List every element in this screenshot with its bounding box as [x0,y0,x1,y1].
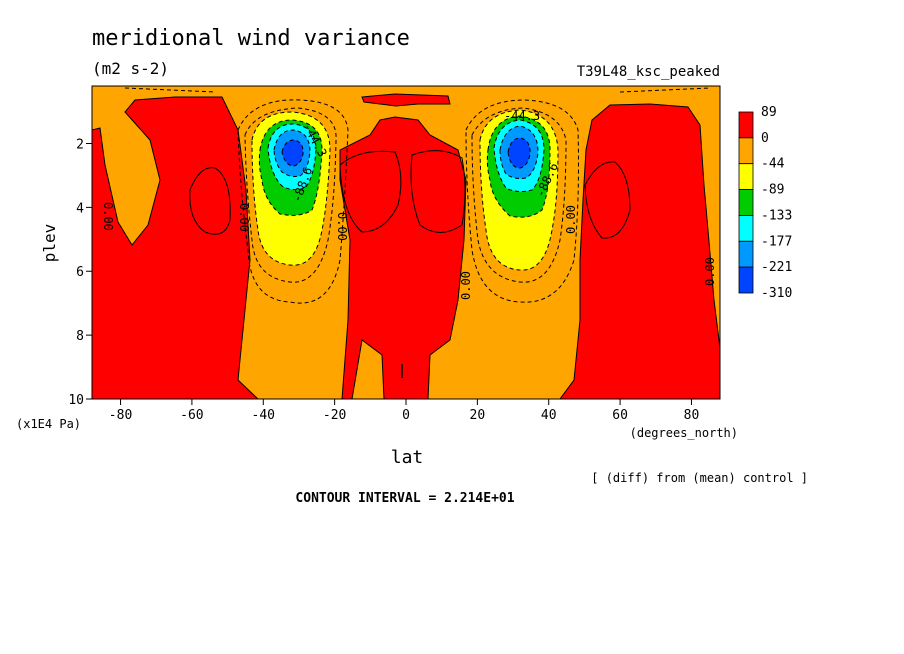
colorbar-label-2: -44 [761,157,785,172]
colorbar-swatch-4 [738,215,754,242]
colorbar-label-3: -89 [761,183,784,198]
colorbar-label-5: -177 [761,234,792,249]
y-axis-units: (x1E4 Pa) [16,417,81,431]
colorbar-label-0: 89 [761,105,777,120]
dark-blue-region-west [281,139,304,167]
contour-label-center-east: 0.00 [459,271,473,300]
dashed-strip-top-west [124,87,216,93]
x-tick-label-3: -20 [323,408,346,423]
chart-title: meridional wind variance [92,26,410,51]
dashed-contour-west-mid [244,107,337,283]
colorbar-swatch-5 [738,240,754,268]
dark-blue-region-east [507,137,531,169]
plot-area: 0.00 0.00 0.00 0.00 0.00 0.00 -44.3 -44.… [92,86,720,399]
colorbar-label-6: -221 [761,260,792,275]
colorbar: 89 0 -44 -89 -133 -177 -221 -310 [738,105,792,301]
inner-contour-center-right [410,150,466,233]
diff-note: [ (diff) from (mean) control ] [591,471,808,485]
colorbar-label-4: -133 [761,208,792,223]
dashed-contour-east-mid [471,107,567,283]
positive-strip-top [361,93,451,107]
x-tick-label-1: -60 [180,408,203,423]
colorbar-label-7: -310 [761,286,792,301]
x-axis: -80 -60 -40 -20 0 20 40 60 80 [109,399,699,423]
colorbar-swatch-6 [738,266,754,294]
y-tick-label-2: 6 [76,265,84,280]
experiment-label: T39L48_ksc_peaked [577,64,720,80]
contour-label-east-44: -44.3 [504,109,540,123]
y-tick-label-4: 10 [68,393,84,408]
contour-label-east-inner: 0.00 [564,205,578,234]
contour-label-west-inner: 0.00 [237,203,251,232]
inner-contour-east [584,161,631,239]
colorbar-label-1: 0 [761,131,769,146]
contour-label-west-edge: 0.00 [101,202,115,231]
x-tick-label-7: 60 [612,408,628,423]
x-tick-label-8: 80 [684,408,700,423]
positive-region-east [559,103,720,399]
dashed-strip-top-east [619,87,711,93]
colorbar-swatch-2 [738,163,754,190]
y-axis-label: plev [40,224,59,263]
x-tick-label-0: -80 [109,408,132,423]
x-tick-label-2: -40 [252,408,275,423]
x-axis-label: lat [391,447,424,468]
contour-label-east-edge: 0.00 [703,257,717,286]
contour-interval: CONTOUR INTERVAL = 2.214E+01 [295,491,514,506]
contour-label-center-west: 0.00 [335,212,349,241]
colorbar-swatch-0 [738,111,754,139]
x-tick-label-4: 0 [402,408,410,423]
x-tick-label-6: 40 [541,408,557,423]
positive-region-west [92,96,259,399]
inner-contour-west [189,167,231,235]
colorbar-swatch-1 [738,137,754,165]
colorbar-swatch-3 [738,189,754,216]
dashed-contour-east-outer [465,99,579,303]
y-axis: 2 4 6 8 10 [68,137,92,408]
y-tick-label-0: 2 [76,137,84,152]
chart-units: (m2 s-2) [92,59,169,78]
inner-contour-center-left [339,150,402,233]
x-axis-units: (degrees_north) [630,426,738,440]
x-tick-label-5: 20 [470,408,486,423]
y-tick-label-3: 8 [76,329,84,344]
dashed-contour-west-outer [237,99,349,304]
y-tick-label-1: 4 [76,201,84,216]
